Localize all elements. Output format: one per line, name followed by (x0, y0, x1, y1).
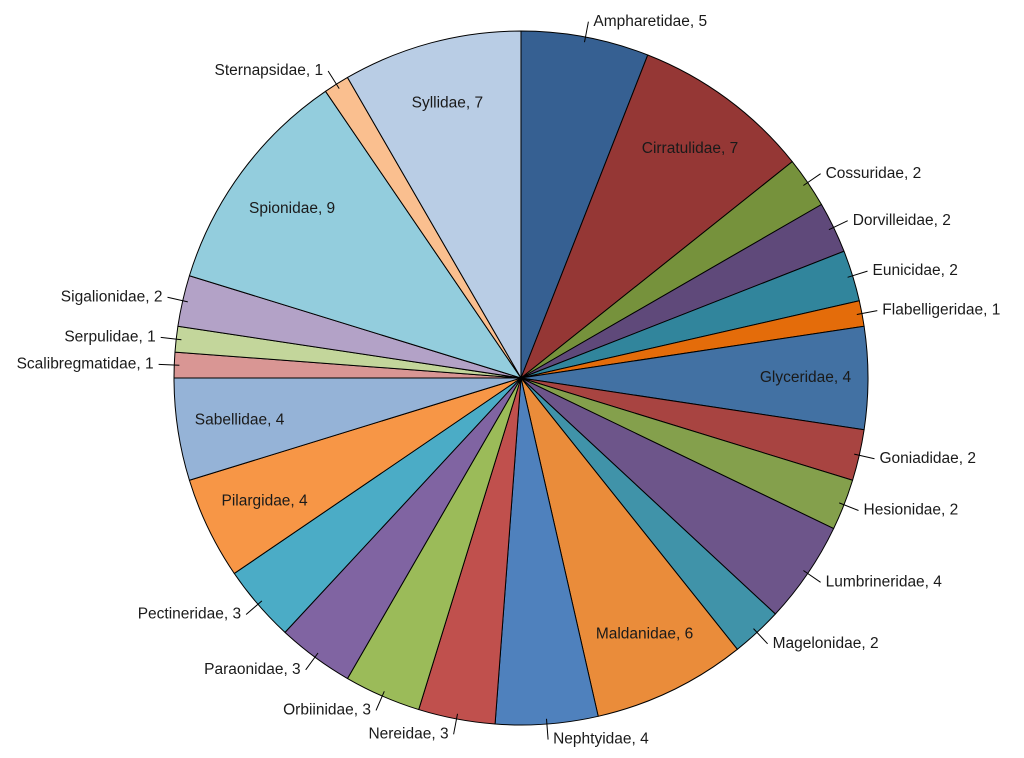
leader-line-pectineridae (245, 600, 263, 615)
leader-line-ampharetidae (584, 21, 589, 43)
slice-label-dorvilleidae: Dorvilleidae, 2 (853, 212, 951, 229)
slice-label-pilargidae: Pilargidae, 4 (222, 493, 309, 510)
slice-label-sternapsidae: Sternapsidae, 1 (215, 62, 324, 79)
leader-line-flabelligeridae (856, 310, 878, 315)
pie-slice-maldanidae (520, 377, 738, 717)
leader-line-nephtyidae (546, 718, 549, 740)
leader-line-nereidae (453, 713, 458, 735)
leader-line-magelonidae (753, 628, 768, 645)
slice-labels: Ampharetidae, 5 Cirratulidae, 7 Cossuridae… (17, 13, 1001, 748)
slice-label-flabelligeridae: Flabelligeridae, 1 (882, 302, 1000, 319)
slice-label-magelonidae: Magelonidae, 2 (773, 635, 879, 652)
leader-line-lumbrineridae (803, 570, 821, 583)
slice-label-hesionidae: Hesionidae, 2 (864, 502, 959, 519)
slice-label-paraonidae: Paraonidae, 3 (204, 661, 301, 678)
pie-slice-cirratulidae (520, 54, 793, 379)
leader-line-cossuridae (803, 173, 821, 186)
slice-label-ampharetidae: Ampharetidae, 5 (593, 13, 707, 30)
slice-label-lumbrineridae: Lumbrineridae, 4 (826, 573, 943, 590)
slice-label-glyceridae: Glyceridae, 4 (760, 369, 852, 386)
pie-slices (173, 30, 869, 726)
leader-line-sigalionidae (167, 296, 188, 303)
pie-slice-spionidae (188, 90, 522, 379)
slice-label-goniadidae: Goniadidae, 2 (880, 450, 977, 467)
slice-label-serpulidae: Serpulidae, 1 (64, 328, 155, 345)
leader-line-goniadidae (854, 453, 875, 460)
leader-line-sternapsidae (327, 70, 340, 89)
slice-label-maldanidae: Maldanidae, 6 (596, 625, 693, 642)
slice-label-orbiinidae: Orbiinidae, 3 (283, 701, 371, 718)
leader-line-paraonidae (305, 652, 319, 671)
leader-line-dorvilleidae (828, 220, 848, 231)
slice-label-syllidae: Syllidae, 7 (412, 94, 484, 111)
slice-label-cossuridae: Cossuridae, 2 (826, 165, 922, 182)
slice-label-pectineridae: Pectineridae, 3 (138, 606, 241, 623)
slice-label-cirratulidae: Cirratulidae, 7 (642, 140, 739, 157)
slice-label-sabellidae: Sabellidae, 4 (195, 411, 285, 428)
slice-label-nereidae: Nereidae, 3 (368, 725, 448, 742)
slice-label-spionidae: Spionidae, 9 (249, 200, 335, 217)
leader-line-orbiinidae (375, 691, 385, 711)
pie-slice-syllidae (347, 30, 522, 379)
slice-label-eunicidae: Eunicidae, 2 (873, 262, 958, 279)
slice-label-scalibregmatidae: Scalibregmatidae, 1 (17, 355, 154, 372)
slice-label-sigalionidae: Sigalionidae, 2 (61, 288, 163, 305)
slice-label-nephtyidae: Nephtyidae, 4 (553, 731, 649, 748)
leader-line-hesionidae (839, 502, 859, 511)
leader-line-scalibregmatidae (158, 363, 180, 366)
leader-line-eunicidae (847, 270, 868, 278)
leader-line-serpulidae (160, 336, 182, 341)
